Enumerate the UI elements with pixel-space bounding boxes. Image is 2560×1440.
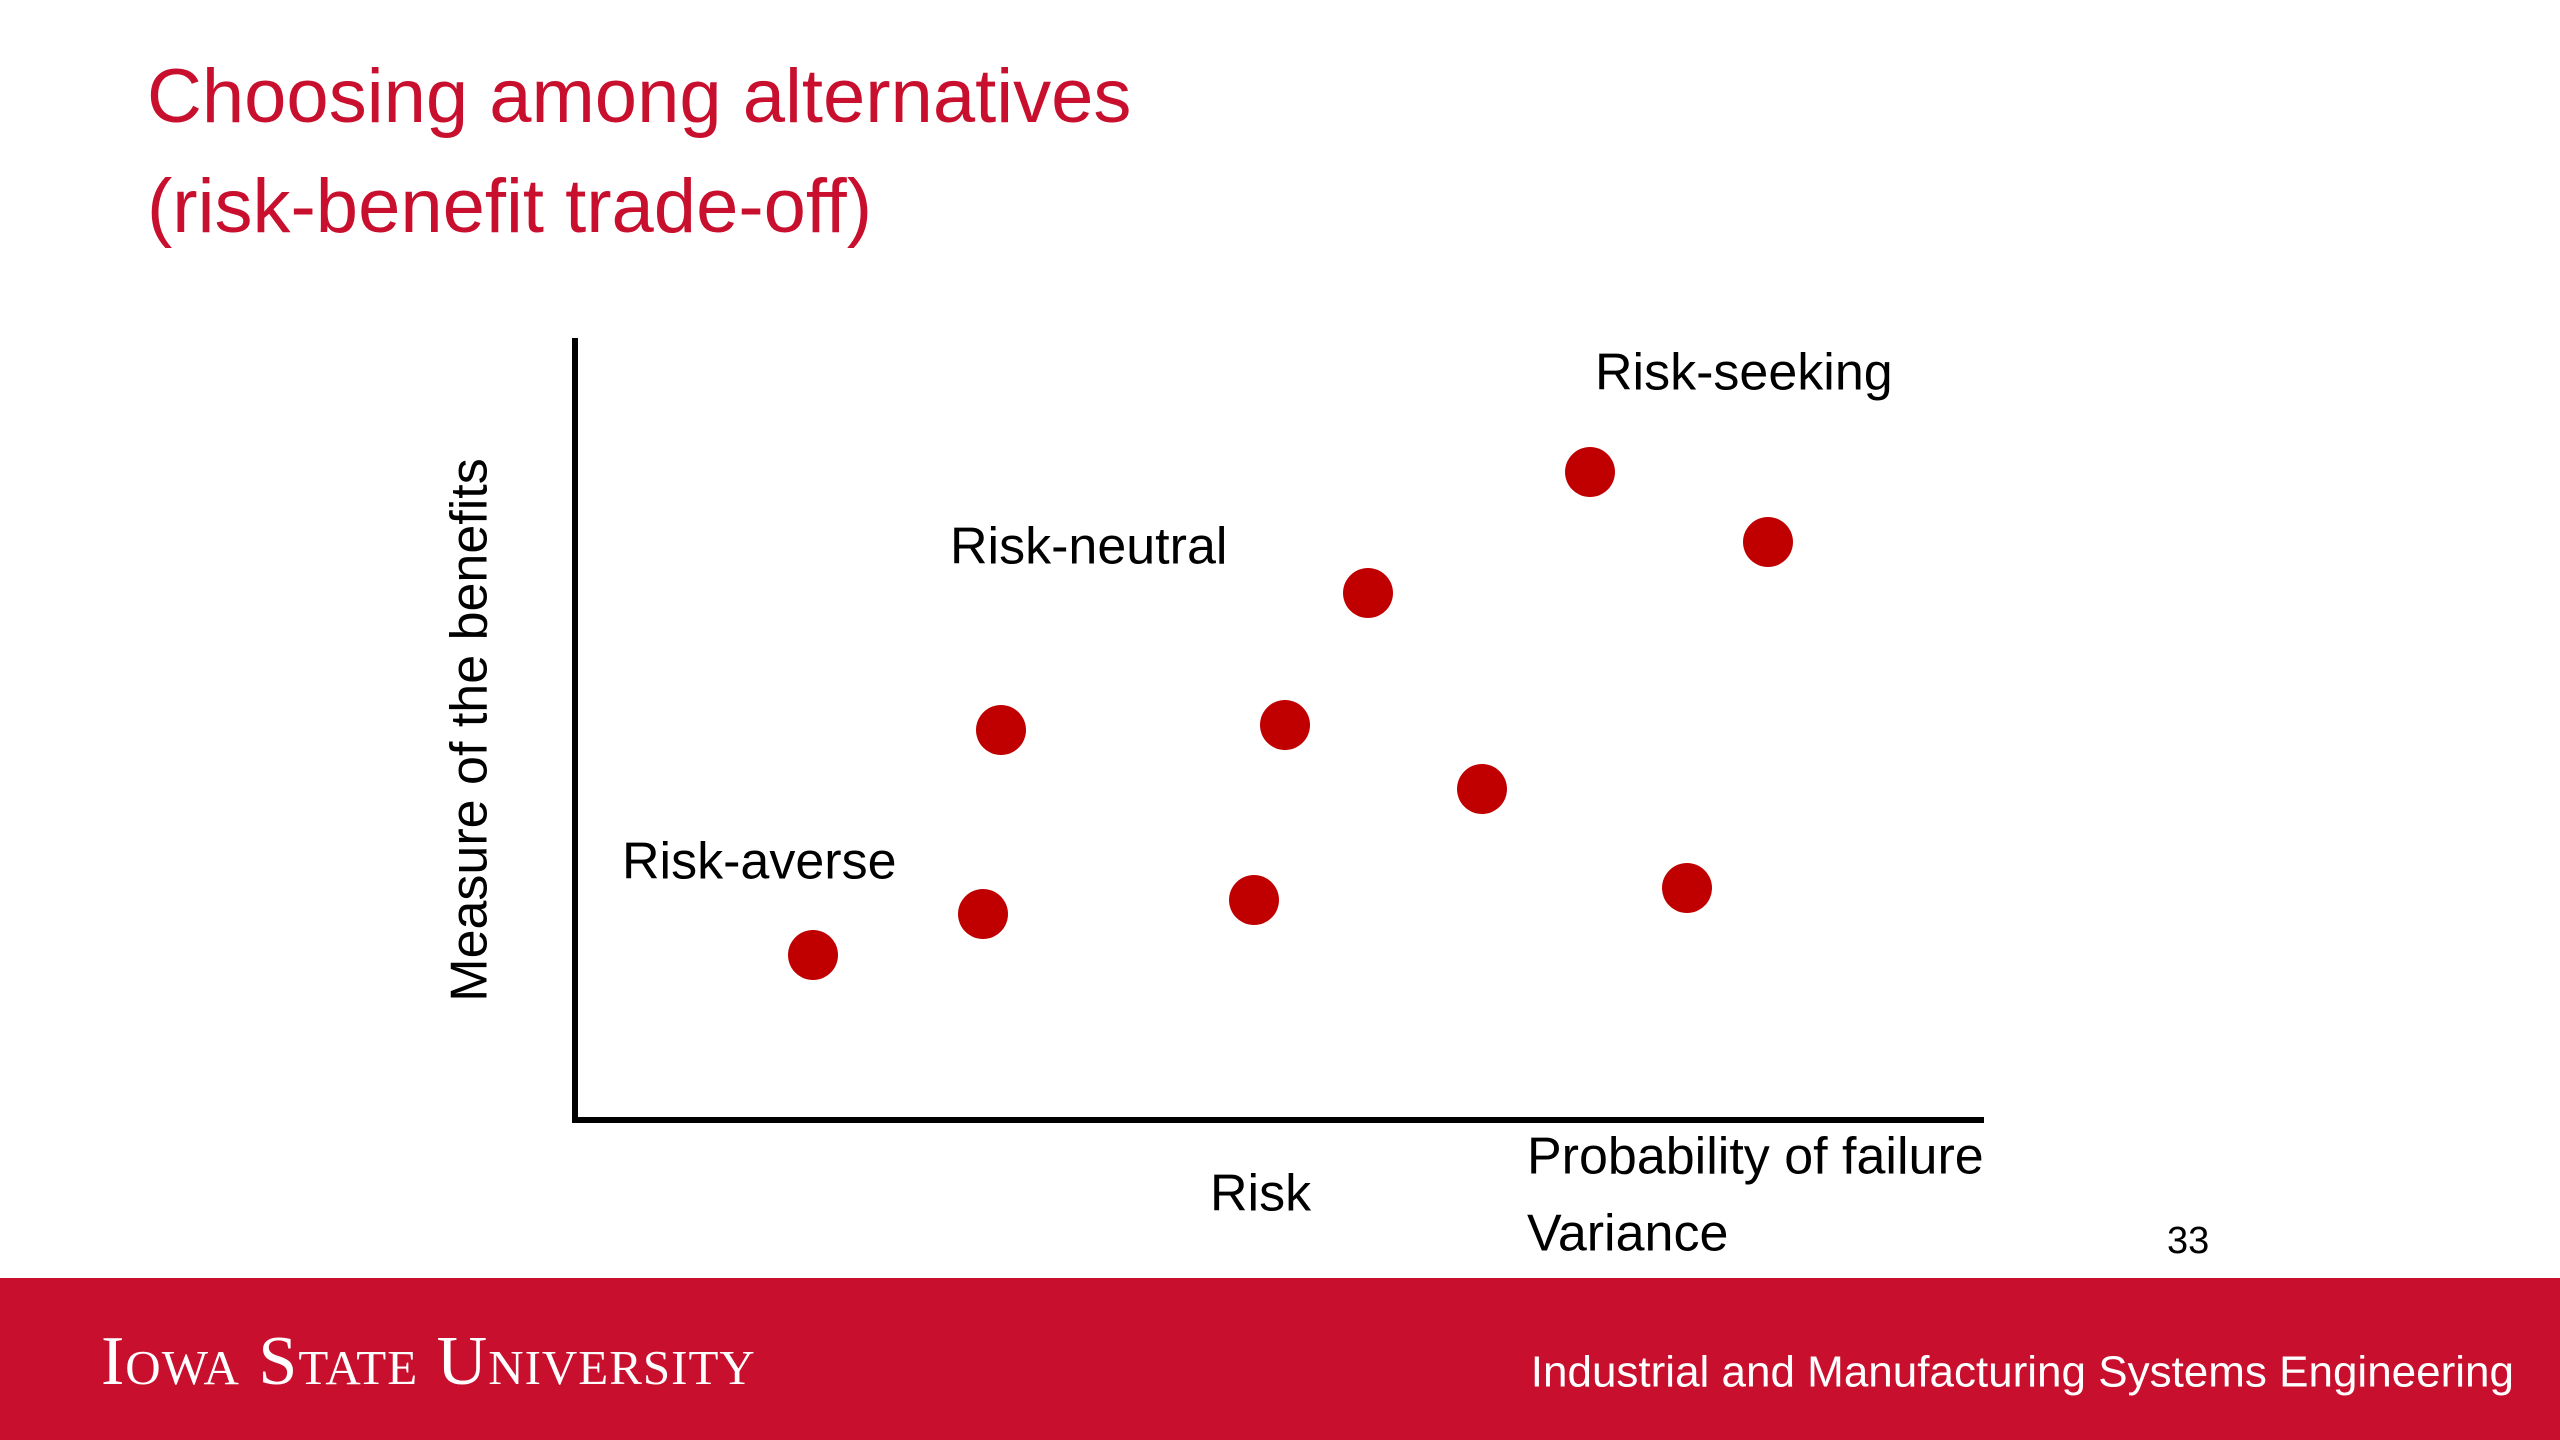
region-label: Risk-averse bbox=[622, 833, 897, 891]
alternative-dot bbox=[1260, 700, 1310, 750]
department-name: Industrial and Manufacturing Systems Eng… bbox=[1531, 1348, 2514, 1397]
y-axis-label: Measure of the benefits bbox=[441, 458, 499, 1001]
region-label: Risk-neutral bbox=[950, 518, 1227, 576]
alternative-dot bbox=[1343, 568, 1393, 618]
title-line: Choosing among alternatives bbox=[147, 54, 1131, 139]
alternative-dot bbox=[1457, 764, 1507, 814]
alternative-dot bbox=[958, 889, 1008, 939]
footer-band bbox=[0, 1278, 2560, 1440]
university-name: Iowa State University bbox=[101, 1323, 756, 1400]
region-label: Risk-seeking bbox=[1595, 344, 1893, 402]
page-number: 33 bbox=[2167, 1220, 2209, 1262]
title-line: (risk-benefit trade-off) bbox=[147, 164, 872, 249]
alternative-dot bbox=[788, 930, 838, 980]
alternative-dot bbox=[976, 705, 1026, 755]
x-axis-note: Variance bbox=[1527, 1205, 1728, 1263]
alternative-dot bbox=[1662, 863, 1712, 913]
alternative-dot bbox=[1743, 517, 1793, 567]
x-axis-label: Risk bbox=[1210, 1165, 1312, 1223]
x-axis-note: Probability of failure bbox=[1527, 1128, 1984, 1186]
alternative-dot bbox=[1565, 447, 1615, 497]
alternatives bbox=[788, 447, 1793, 980]
alternative-dot bbox=[1229, 875, 1279, 925]
